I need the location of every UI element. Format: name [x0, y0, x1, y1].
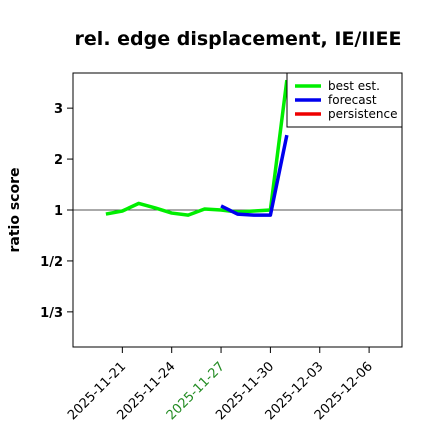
series-line [220, 134, 289, 217]
y-tick-label: 1/2 [40, 255, 63, 270]
y-tick-label: 2 [54, 153, 63, 168]
legend-label: persistence [328, 107, 397, 121]
series-line [105, 79, 289, 217]
y-axis-label: ratio score [7, 168, 23, 253]
legend-label: best est. [328, 79, 380, 93]
y-tick-label: 3 [54, 102, 63, 117]
y-tick-label: 1 [54, 204, 63, 219]
legend-label: forecast [328, 93, 377, 107]
y-tick-label: 1/3 [40, 306, 63, 321]
plot-frame [72, 72, 403, 348]
chart-title: rel. edge displacement, IE/IIEE [75, 28, 402, 50]
